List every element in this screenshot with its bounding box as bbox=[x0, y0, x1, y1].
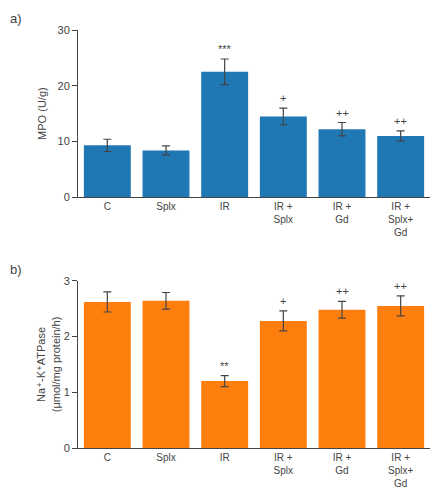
svg-text:++: ++ bbox=[394, 280, 407, 292]
svg-text:MPO (U/g): MPO (U/g) bbox=[36, 87, 48, 140]
svg-text:++: ++ bbox=[336, 285, 349, 297]
svg-text:IR +Splx+Gd: IR +Splx+Gd bbox=[388, 201, 413, 238]
svg-text:IR +Gd: IR +Gd bbox=[333, 201, 352, 225]
svg-text:2: 2 bbox=[64, 330, 70, 342]
svg-text:Na⁺-K⁺ATPase(μmol/mg protein/h: Na⁺-K⁺ATPase(μmol/mg protein/h) bbox=[35, 317, 61, 413]
svg-text:0: 0 bbox=[64, 191, 70, 203]
svg-text:++: ++ bbox=[394, 115, 407, 127]
svg-text:IR +Splx: IR +Splx bbox=[274, 452, 293, 476]
svg-text:Splx: Splx bbox=[156, 452, 175, 463]
svg-text:IR: IR bbox=[220, 201, 230, 212]
svg-text:+: + bbox=[280, 92, 286, 104]
svg-text:b): b) bbox=[10, 262, 22, 277]
svg-text:+: + bbox=[280, 295, 286, 307]
svg-text:IR: IR bbox=[220, 452, 230, 463]
svg-text:++: ++ bbox=[336, 107, 349, 119]
svg-text:30: 30 bbox=[58, 24, 70, 36]
svg-text:1: 1 bbox=[64, 386, 70, 398]
svg-text:**: ** bbox=[220, 360, 229, 372]
svg-text:C: C bbox=[104, 452, 111, 463]
svg-text:***: *** bbox=[218, 43, 232, 55]
svg-text:3: 3 bbox=[64, 275, 70, 287]
svg-text:20: 20 bbox=[58, 80, 70, 92]
svg-text:Splx: Splx bbox=[156, 201, 175, 212]
svg-text:IR +Splx+Gd: IR +Splx+Gd bbox=[388, 452, 413, 489]
svg-text:10: 10 bbox=[58, 135, 70, 147]
svg-text:a): a) bbox=[10, 11, 22, 26]
svg-text:C: C bbox=[104, 201, 111, 212]
svg-text:0: 0 bbox=[64, 442, 70, 454]
svg-text:IR +Splx: IR +Splx bbox=[274, 201, 293, 225]
svg-text:IR +Gd: IR +Gd bbox=[333, 452, 352, 476]
